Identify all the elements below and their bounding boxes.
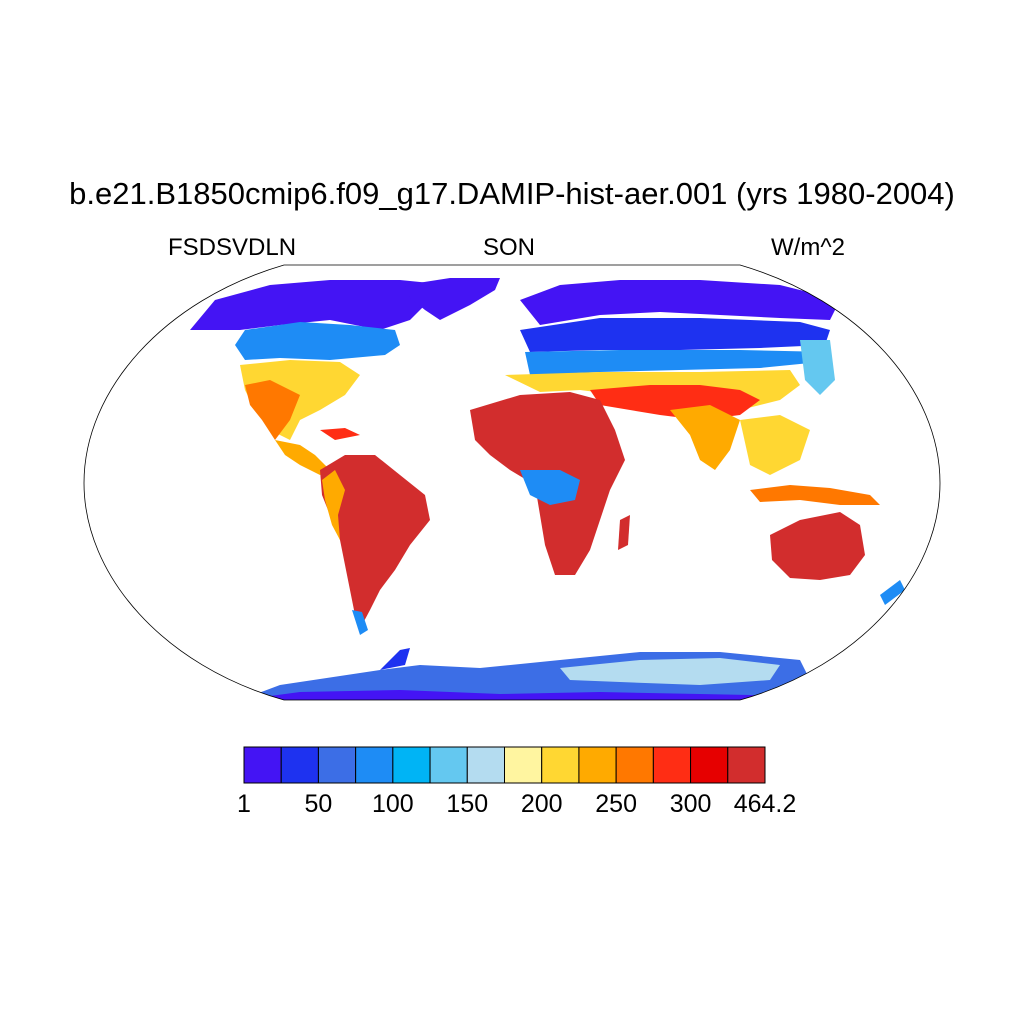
new-zealand: [880, 580, 905, 605]
africa-equatorial: [520, 470, 580, 505]
map-border: [83, 264, 941, 701]
north-america-south: [245, 380, 300, 440]
units-label: W/m^2: [771, 234, 845, 261]
colorbar-tick-label: 464.2: [733, 790, 797, 818]
colorbar-swatch: [652, 746, 692, 784]
antarctica-edge: [240, 690, 810, 700]
eurasia-north: [520, 318, 830, 352]
colorbar: [243, 746, 766, 784]
north-america-north: [235, 322, 400, 360]
eurasia-arctic: [520, 280, 840, 325]
colorbar-swatch: [355, 746, 394, 784]
south-america-tip: [352, 610, 368, 635]
madagascar: [618, 515, 630, 550]
variable-label: FSDSVDLN: [168, 234, 297, 261]
colorbar-tick-label: 150: [446, 790, 489, 818]
colorbar-swatch: [280, 746, 319, 784]
colorbar-swatch: [690, 746, 729, 784]
map-land-layer: [190, 278, 905, 700]
india: [670, 405, 740, 470]
colorbar-swatch: [541, 746, 580, 784]
colorbar-tick-label: 200: [520, 790, 563, 818]
australia: [770, 512, 865, 580]
south-america-andes: [322, 470, 345, 540]
east-asia-coast: [800, 340, 835, 395]
caribbean: [320, 428, 360, 440]
antarctica-peninsula: [380, 648, 410, 670]
indonesia: [750, 485, 880, 505]
colorbar-swatch: [615, 746, 654, 784]
colorbar-tick-label: 50: [304, 790, 333, 818]
central-america: [275, 440, 330, 475]
colorbar-tick-label: 300: [669, 790, 712, 818]
north-america-arctic: [190, 280, 450, 330]
colorbar-swatch: [466, 746, 505, 784]
colorbar-swatch: [504, 746, 543, 784]
colorbar-swatch: [243, 746, 282, 784]
colorbar-swatch: [578, 746, 617, 784]
colorbar-swatch: [727, 746, 766, 784]
eurasia-mid: [525, 350, 830, 375]
southeast-asia: [740, 415, 810, 475]
map-title: b.e21.B1850cmip6.f09_g17.DAMIP-hist-aer.…: [69, 176, 955, 211]
antarctica-east: [560, 658, 780, 685]
south-america: [320, 455, 430, 625]
colorbar-swatch: [392, 746, 431, 784]
colorbar-tick-label: 250: [595, 790, 637, 818]
greenland: [405, 278, 500, 320]
colorbar-swatch: [317, 746, 357, 784]
colorbar-tick-label: 100: [371, 790, 414, 818]
season-label: SON: [483, 234, 536, 261]
colorbar-tick-label: 1: [237, 790, 251, 818]
colorbar-swatch: [429, 746, 468, 784]
